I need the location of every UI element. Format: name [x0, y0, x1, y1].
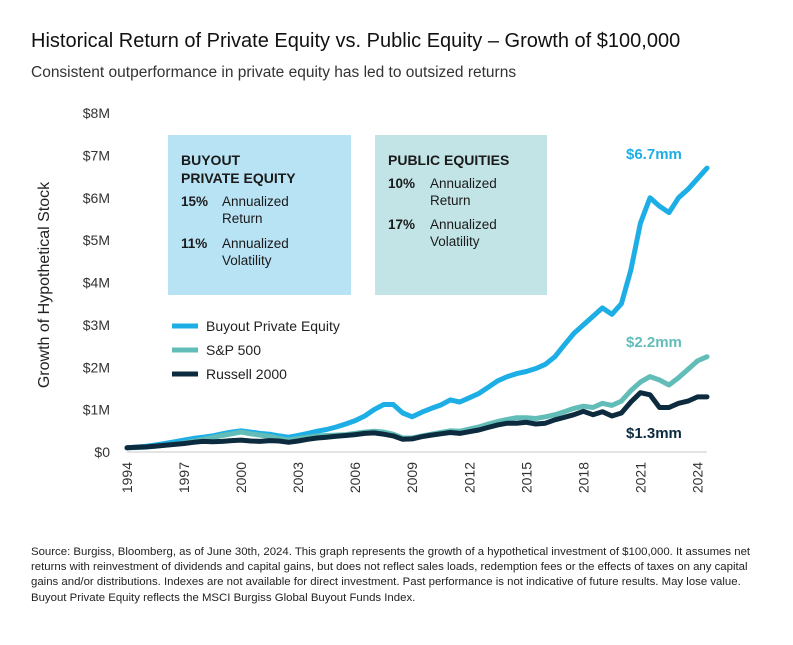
- legend-label-sp500: S&P 500: [206, 342, 261, 358]
- y-axis: $0 $1M $2M $3M $4M $5M $6M $7M $8M: [83, 105, 707, 460]
- buyout-return-value: 15%: [181, 194, 208, 209]
- y-tick-label: $5M: [83, 232, 110, 248]
- legend-label-buyout: Buyout Private Equity: [206, 318, 340, 334]
- buyout-volatility-label-line1: Annualized: [222, 236, 289, 251]
- y-tick-label: $1M: [83, 402, 110, 418]
- x-tick-label: 2000: [233, 462, 249, 493]
- public-volatility-label-line2: Volatility: [430, 234, 480, 249]
- buyout-box-background: [168, 135, 351, 295]
- public-box-background: [375, 135, 547, 295]
- buyout-return-label-line1: Annualized: [222, 194, 289, 209]
- end-label-buyout: $6.7mm: [626, 146, 682, 163]
- chart-title: Historical Return of Private Equity vs. …: [31, 30, 681, 52]
- source-footnote: Source: Burgiss, Bloomberg, as of June 3…: [31, 546, 751, 604]
- y-tick-label: $0: [94, 444, 110, 460]
- y-axis-label: Growth of Hypothetical Stock: [36, 181, 53, 388]
- chart-subtitle: Consistent outperformance in private equ…: [31, 64, 517, 81]
- legend: Buyout Private Equity S&P 500 Russell 20…: [172, 318, 340, 382]
- public-box-heading: PUBLIC EQUITIES: [388, 152, 509, 168]
- public-return-label-line1: Annualized: [430, 176, 497, 191]
- x-tick-label: 2018: [575, 462, 591, 493]
- x-tick-label: 2003: [290, 462, 306, 493]
- y-tick-label: $2M: [83, 359, 110, 375]
- public-return-label-line2: Return: [430, 193, 471, 208]
- x-tick-label: 2012: [461, 462, 477, 493]
- x-axis: 1994 1997 2000 2003 2006 2009 2012 2015 2018 2021…: [119, 462, 705, 493]
- buyout-return-label-line2: Return: [222, 211, 263, 226]
- end-label-sp500: $2.2mm: [626, 334, 682, 351]
- x-tick-label: 2021: [632, 462, 648, 493]
- y-tick-label: $3M: [83, 317, 110, 333]
- end-label-russell: $1.3mm: [626, 425, 682, 442]
- series-line-russell: [124, 390, 710, 451]
- x-tick-label: 2009: [404, 462, 420, 493]
- x-tick-label: 2006: [347, 462, 363, 493]
- legend-label-russell: Russell 2000: [206, 366, 287, 382]
- y-tick-label: $4M: [83, 275, 110, 291]
- buyout-volatility-label-line2: Volatility: [222, 253, 272, 268]
- buyout-stats-box: BUYOUT PRIVATE EQUITY 15% Annualized Ret…: [168, 135, 351, 295]
- x-tick-label: 2024: [689, 462, 705, 493]
- series-lines: [124, 165, 710, 451]
- public-return-value: 10%: [388, 176, 415, 191]
- x-tick-label: 1997: [176, 462, 192, 493]
- buyout-box-heading-line2: PRIVATE EQUITY: [181, 170, 296, 186]
- y-tick-label: $6M: [83, 190, 110, 206]
- x-tick-label: 1994: [119, 462, 135, 493]
- buyout-box-heading-line1: BUYOUT: [181, 152, 241, 168]
- public-volatility-value: 17%: [388, 217, 415, 232]
- y-tick-label: $8M: [83, 105, 110, 121]
- y-tick-label: $7M: [83, 147, 110, 163]
- public-stats-box: PUBLIC EQUITIES 10% Annualized Return 17…: [375, 135, 547, 295]
- public-volatility-label-line1: Annualized: [430, 217, 497, 232]
- x-tick-label: 2015: [518, 462, 534, 493]
- buyout-volatility-value: 11%: [181, 236, 207, 251]
